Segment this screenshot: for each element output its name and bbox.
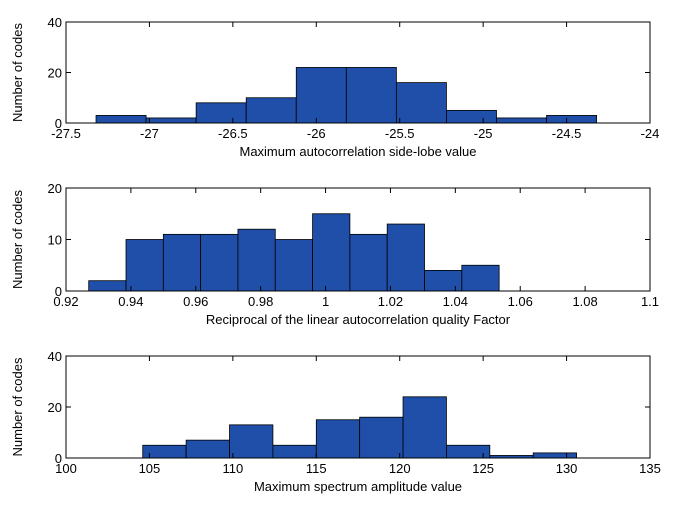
x-tick-label: -24 <box>641 126 660 141</box>
y-axis-label: Number of codes <box>10 357 25 456</box>
y-tick-label: 0 <box>55 116 62 131</box>
x-tick-label: 135 <box>639 461 661 476</box>
histogram-panel-2: 0.92 0.94 0.96 0.98 1 1.02 1.04 1.06 1.08 1.1 0 10 2… <box>10 181 659 327</box>
histogram-bar <box>88 280 127 292</box>
histogram-panel-1: -27.5 -27 -26.5 -26 -25.5 -25 -24.5 -24 0 20 40 Max… <box>10 15 659 159</box>
y-tick-label: 20 <box>48 66 62 81</box>
histogram-bar <box>145 117 197 124</box>
x-tick-label: 105 <box>139 461 161 476</box>
x-tick-label: 0.92 <box>53 294 78 309</box>
x-tick-label: -25.5 <box>385 126 415 141</box>
x-tick-label: -24.5 <box>552 126 582 141</box>
x-tick-label: 1 <box>322 294 329 309</box>
histogram-bar <box>546 115 598 124</box>
histogram-panel-3: 100 105 110 115 120 125 130 135 0 20 40 Maximum spe… <box>10 349 661 494</box>
histogram-bar <box>295 67 347 124</box>
x-axis-label: Maximum spectrum amplitude value <box>254 479 462 494</box>
x-tick-label: 115 <box>306 461 327 476</box>
histogram-bar <box>315 419 361 459</box>
y-axis-label: Number of codes <box>10 190 25 289</box>
x-tick-label: 0.94 <box>118 294 143 309</box>
histogram-bar <box>274 239 313 292</box>
histogram-bar <box>162 233 202 292</box>
histogram-bar <box>424 269 463 292</box>
x-tick-label: 0.96 <box>183 294 208 309</box>
y-tick-label: 20 <box>48 400 62 415</box>
x-tick-label: 1.1 <box>641 294 659 309</box>
x-tick-label: 1.06 <box>508 294 533 309</box>
histogram-bar <box>272 444 317 459</box>
x-tick-label: -25 <box>474 126 493 141</box>
x-axis-label: Maximum autocorrelation side-lobe value <box>239 144 476 159</box>
x-tick-label: 110 <box>222 461 243 476</box>
histogram-bar <box>386 223 425 292</box>
histogram-bar <box>402 396 447 459</box>
x-tick-label: 120 <box>389 461 411 476</box>
histogram-bar <box>185 439 230 459</box>
y-tick-label: 0 <box>55 451 62 466</box>
y-tick-label: 40 <box>48 15 62 30</box>
histogram-bar <box>200 233 239 292</box>
y-tick-label: 10 <box>48 233 62 248</box>
histogram-bar <box>349 233 388 292</box>
y-tick-label: 0 <box>55 284 62 299</box>
x-tick-label: -26.5 <box>218 126 248 141</box>
histogram-bar <box>345 67 397 124</box>
histogram-bar <box>229 424 274 459</box>
histogram-bar <box>245 97 297 124</box>
y-axis-label: Number of codes <box>10 23 25 122</box>
x-tick-label: 1.02 <box>378 294 403 309</box>
histogram-bar <box>312 213 351 292</box>
histogram-bar <box>359 416 404 459</box>
x-tick-label: 100 <box>55 461 77 476</box>
x-tick-label: 1.08 <box>572 294 597 309</box>
histogram-bar <box>461 264 500 292</box>
x-tick-label: -27 <box>140 126 159 141</box>
x-axis-label: Reciprocal of the linear autocorrelation… <box>206 312 511 327</box>
histogram-bar <box>532 452 577 459</box>
x-tick-label: 130 <box>556 461 578 476</box>
histogram-bar <box>395 82 447 124</box>
x-tick-label: 125 <box>472 461 494 476</box>
histogram-bar <box>125 239 164 292</box>
histogram-bar <box>237 228 276 292</box>
x-tick-label: 1.04 <box>443 294 468 309</box>
histogram-bar <box>195 102 247 124</box>
x-tick-label: 0.98 <box>248 294 273 309</box>
x-tick-label: -27.5 <box>51 126 81 141</box>
y-tick-label: 40 <box>48 349 62 364</box>
histogram-bar <box>446 109 497 124</box>
histogram-bar <box>496 117 547 124</box>
y-tick-label: 20 <box>48 181 62 196</box>
histogram-bar <box>95 115 147 124</box>
x-tick-label: -26 <box>307 126 326 141</box>
